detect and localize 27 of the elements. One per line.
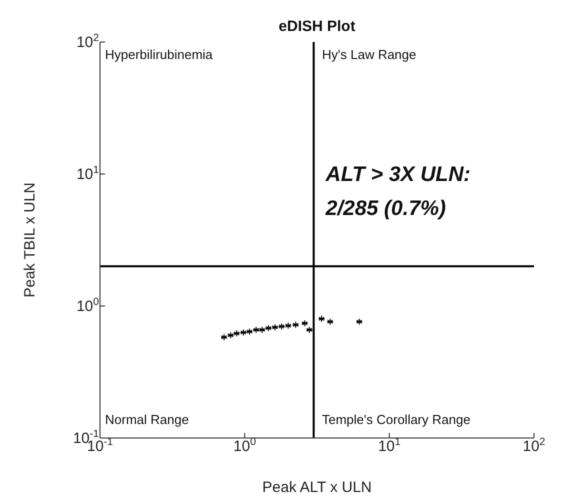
point (292, 321, 300, 328)
point (227, 332, 234, 339)
point (278, 322, 286, 330)
annotation: ALT > 3X ULN: 2/285 (0.7%) (326, 162, 472, 222)
y-tick-label: 10$^{2}$ (76, 32, 100, 51)
y-tick-label: 10$^{0}$ (76, 296, 100, 315)
point (233, 330, 240, 337)
x-tick-label: 10$^{2}$ (522, 436, 546, 455)
point (220, 334, 228, 341)
annotation: Normal Range (105, 412, 189, 428)
y-axis-title: Peak TBIL x ULN (21, 182, 38, 298)
annotation: Hyperbilirubinemia (105, 47, 213, 63)
point (271, 324, 278, 331)
x-axis-title: Peak ALT x ULN (262, 479, 372, 496)
point (284, 322, 292, 330)
x-tick-label: 10$^{0}$ (233, 436, 256, 455)
point (264, 324, 272, 332)
point (240, 328, 247, 336)
x-tick-label: 10$^{1}$ (378, 436, 401, 455)
point (258, 326, 266, 334)
annotation: Hy's Law Range (322, 47, 416, 63)
point (252, 326, 260, 334)
chart-title: eDISH Plot (278, 18, 356, 35)
point (306, 326, 313, 334)
annotation: Temple's Corollary Range (322, 412, 470, 428)
y-tick-label: 10$^{1}$ (76, 164, 100, 183)
point (246, 328, 253, 336)
